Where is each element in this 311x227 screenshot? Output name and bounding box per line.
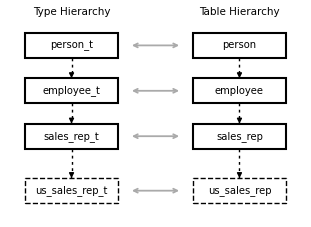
Text: Type Hierarchy: Type Hierarchy: [33, 7, 110, 17]
Bar: [193, 124, 286, 149]
Text: employee: employee: [215, 86, 264, 96]
Text: person_t: person_t: [50, 40, 93, 51]
Bar: [25, 124, 118, 149]
Bar: [193, 78, 286, 103]
Bar: [25, 78, 118, 103]
Bar: [25, 178, 118, 203]
Text: employee_t: employee_t: [43, 85, 100, 96]
Text: us_sales_rep: us_sales_rep: [208, 185, 271, 196]
Text: us_sales_rep_t: us_sales_rep_t: [35, 185, 108, 196]
Bar: [25, 33, 118, 58]
Text: Table Hierarchy: Table Hierarchy: [199, 7, 280, 17]
Text: sales_rep_t: sales_rep_t: [44, 131, 100, 142]
Text: person: person: [222, 40, 257, 50]
Bar: [193, 33, 286, 58]
Bar: [193, 178, 286, 203]
Text: sales_rep: sales_rep: [216, 131, 263, 142]
